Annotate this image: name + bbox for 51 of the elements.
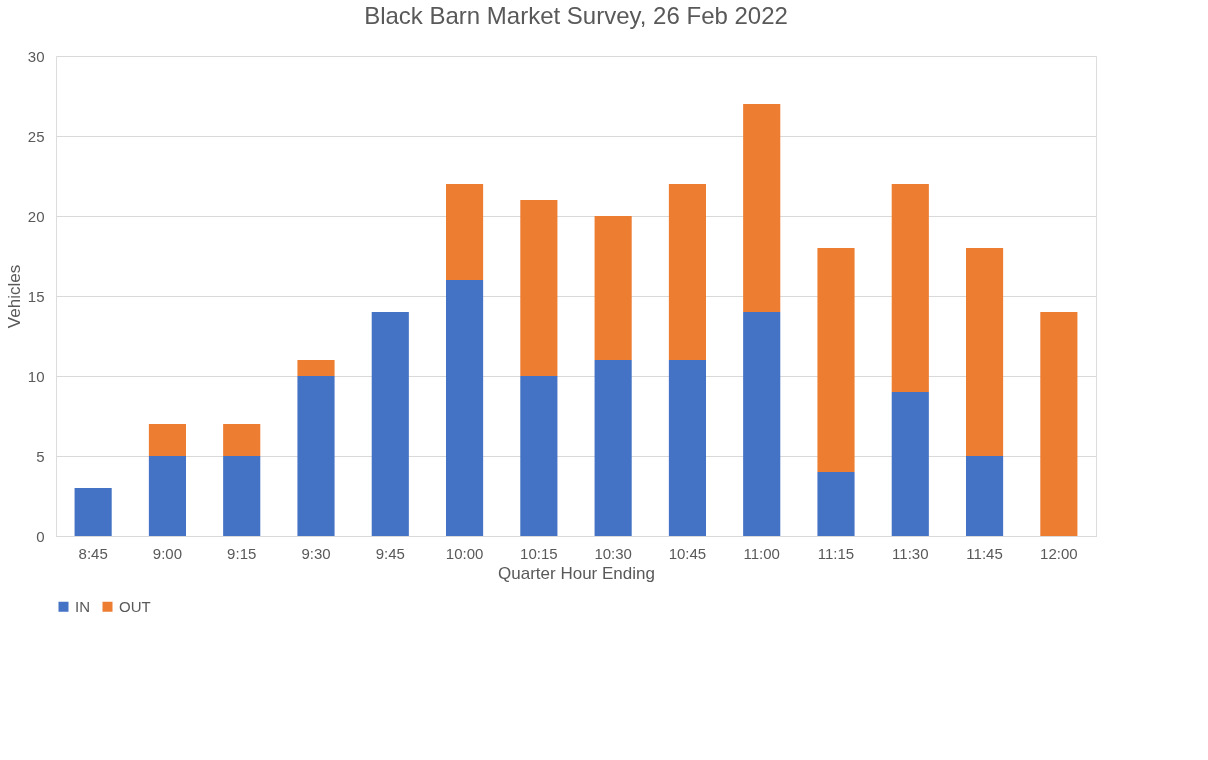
x-tick-label: 12:00 <box>1040 544 1078 562</box>
bar <box>446 184 484 280</box>
x-tick-label: 9:30 <box>301 544 331 562</box>
x-tick-label: 10:45 <box>668 544 707 562</box>
bar <box>148 456 186 536</box>
bar <box>668 184 706 360</box>
x-tick-label: 10:30 <box>594 544 632 562</box>
legend-label: IN <box>75 597 90 615</box>
bar <box>743 104 781 312</box>
bar <box>966 456 1004 536</box>
y-tick-label: 20 <box>27 207 45 225</box>
bar <box>446 280 484 536</box>
y-tick-label: 0 <box>36 527 45 545</box>
bar <box>594 360 632 536</box>
x-tick-label: 11:45 <box>966 544 1003 562</box>
bar <box>1040 312 1078 536</box>
legend-label: OUT <box>119 597 151 615</box>
x-tick-label: 9:15 <box>227 544 257 562</box>
chart-title: Black Barn Market Survey, 26 Feb 2022 <box>364 2 788 29</box>
x-tick-label: 11:30 <box>892 544 929 562</box>
bar <box>371 312 409 536</box>
y-tick-label: 5 <box>36 447 45 465</box>
bar <box>817 472 855 536</box>
bar <box>891 392 929 536</box>
x-tick-label: 11:00 <box>743 544 780 562</box>
bar <box>74 488 112 536</box>
bar <box>297 376 335 536</box>
bar <box>297 360 335 376</box>
bar <box>817 248 855 472</box>
bar <box>743 312 781 536</box>
x-axis-title: Quarter Hour Ending <box>498 563 655 583</box>
bar <box>594 216 632 360</box>
bar <box>891 184 929 392</box>
y-tick-label: 30 <box>27 47 45 65</box>
x-tick-label: 8:45 <box>78 544 108 562</box>
x-tick-label: 10:15 <box>520 544 558 562</box>
y-tick-label: 10 <box>27 367 45 385</box>
y-tick-label: 25 <box>27 127 45 145</box>
y-tick-label: 15 <box>27 287 45 305</box>
x-tick-label: 10:00 <box>445 544 484 562</box>
y-axis-title: Vehicles <box>4 264 24 329</box>
bar <box>148 424 186 456</box>
x-tick-label: 11:15 <box>817 544 855 562</box>
bar <box>223 456 261 536</box>
x-tick-label: 9:45 <box>375 544 405 562</box>
x-tick-label: 9:00 <box>152 544 183 562</box>
bar <box>668 360 706 536</box>
bar <box>520 376 558 536</box>
bar <box>520 200 558 376</box>
bar <box>966 248 1004 456</box>
bar <box>223 424 261 456</box>
